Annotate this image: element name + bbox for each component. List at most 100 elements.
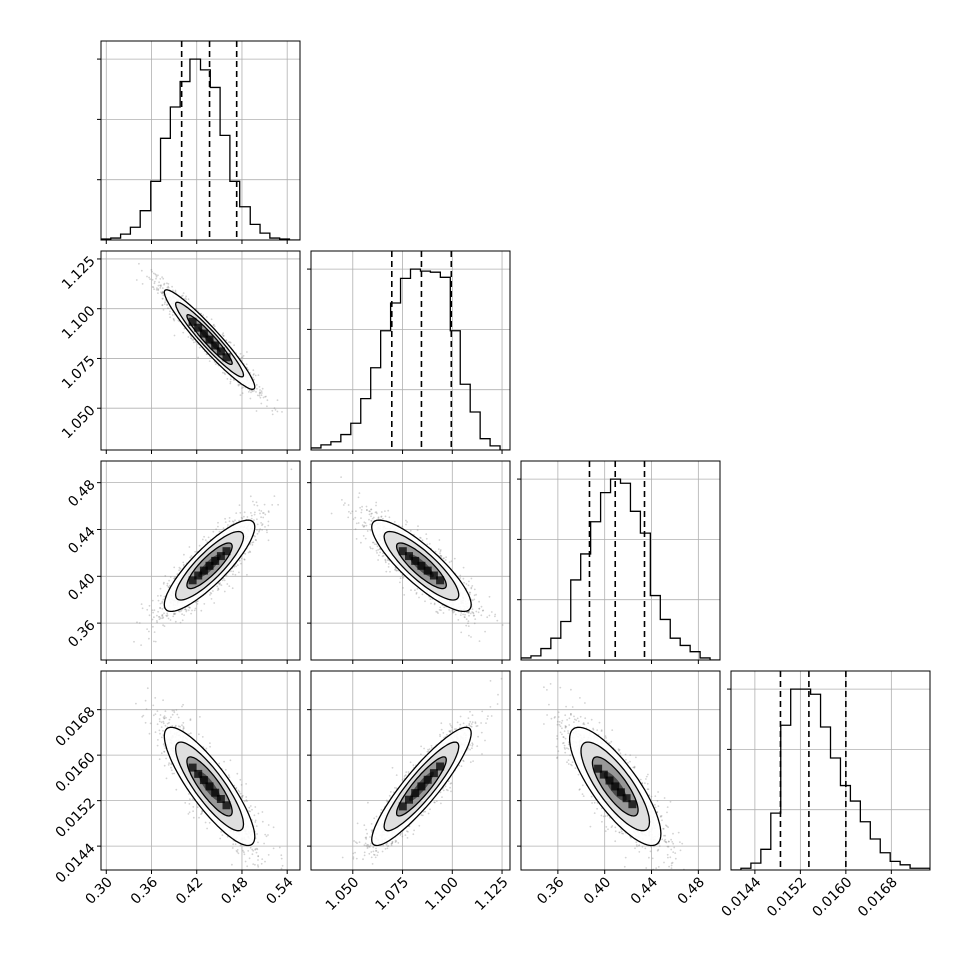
scatter-point — [246, 573, 248, 576]
scatter-point — [140, 644, 143, 646]
scatter-point — [224, 521, 227, 523]
scatter-point — [348, 510, 350, 513]
scatter-point — [172, 318, 175, 320]
scatter-point — [253, 504, 256, 506]
scatter-point — [167, 283, 170, 285]
density-peak-cell — [194, 571, 203, 580]
scatter-point — [151, 270, 153, 273]
scatter-point — [238, 559, 241, 562]
scatter-point — [232, 573, 234, 576]
scatter-point — [439, 549, 442, 551]
scatter-point — [247, 391, 250, 393]
scatter-point — [460, 631, 463, 634]
scatter-point — [248, 389, 251, 392]
scatter-point — [369, 529, 372, 532]
scatter-point — [188, 607, 191, 609]
scatter-point — [162, 309, 165, 311]
scatter-point — [155, 277, 157, 280]
scatter-point — [341, 499, 343, 501]
scatter-point — [155, 275, 158, 278]
scatter-point — [140, 269, 143, 272]
scatter-point — [448, 561, 451, 563]
histogram-step-line — [521, 478, 720, 660]
scatter-point — [233, 344, 236, 347]
scatter-point — [159, 285, 162, 288]
scatter-point — [210, 592, 213, 595]
scatter-point — [241, 517, 244, 520]
histogram-panel-3 — [727, 671, 930, 870]
scatter-point — [208, 360, 211, 362]
scatter-point — [194, 607, 197, 610]
scatter-point — [161, 292, 163, 295]
scatter-point — [166, 303, 169, 306]
scatter-point — [274, 409, 277, 411]
scatter-point — [216, 589, 219, 591]
scatter-point — [161, 600, 164, 603]
scatter-point — [155, 288, 158, 291]
scatter-point — [149, 278, 152, 280]
scatter-point — [467, 612, 470, 614]
scatter-point — [185, 295, 188, 298]
density-contour — [163, 289, 256, 390]
scatter-point — [239, 511, 242, 514]
scatter-point — [261, 524, 263, 527]
scatter-point — [375, 501, 378, 504]
scatter-point — [238, 571, 240, 574]
scatter-point — [363, 524, 366, 527]
scatter-point — [245, 363, 248, 366]
scatter-point — [159, 606, 162, 609]
scatter-point — [382, 554, 385, 557]
scatter-point — [161, 291, 164, 294]
scatter-point — [222, 332, 225, 335]
scatter-point — [159, 602, 162, 605]
scatter-point — [205, 353, 208, 355]
scatter-point — [148, 630, 150, 633]
scatter-point — [265, 395, 267, 398]
scatter-point — [222, 371, 224, 374]
scatter-point — [249, 495, 252, 498]
scatter-point — [251, 544, 254, 546]
scatter-point — [372, 516, 375, 519]
scatter-point — [171, 285, 174, 288]
scatter-point — [234, 573, 237, 576]
scatter-point — [138, 262, 140, 265]
scatter-point — [468, 580, 470, 583]
scatter-point — [472, 611, 475, 614]
scatter-point — [183, 553, 185, 556]
scatter-point — [254, 535, 256, 538]
scatter-point — [467, 622, 469, 625]
scatter-point — [453, 610, 456, 613]
scatter-point — [185, 298, 188, 301]
scatter-point — [389, 570, 391, 573]
scatter-point — [267, 520, 270, 523]
scatter-point — [195, 600, 198, 603]
scatter-point — [167, 286, 170, 289]
scatter-point — [267, 511, 270, 513]
scatter-point — [163, 612, 165, 615]
scatter-point — [355, 522, 358, 525]
scatter-point — [258, 386, 261, 388]
scatter-point — [261, 529, 263, 531]
scatter-point — [428, 542, 431, 545]
scatter-point — [235, 512, 238, 514]
scatter-point — [168, 579, 171, 582]
scatter-point — [259, 528, 262, 531]
scatter-point — [164, 301, 167, 304]
scatter-point — [501, 624, 504, 626]
scatter-point — [200, 312, 203, 315]
scatter-point — [430, 602, 432, 605]
scatter-point — [133, 640, 135, 643]
scatter-point — [161, 297, 164, 300]
scatter-point — [205, 316, 208, 318]
scatter-point — [402, 576, 405, 579]
scatter-point — [240, 516, 243, 519]
scatter-point — [386, 559, 389, 562]
scatter-point — [159, 594, 162, 597]
scatter-point — [371, 517, 374, 520]
histogram-step-line — [311, 268, 510, 450]
scatter-point — [354, 516, 357, 519]
scatter-point — [224, 373, 227, 376]
scatter-point — [156, 621, 159, 624]
scatter-point — [406, 521, 408, 523]
scatter-point — [452, 611, 455, 614]
